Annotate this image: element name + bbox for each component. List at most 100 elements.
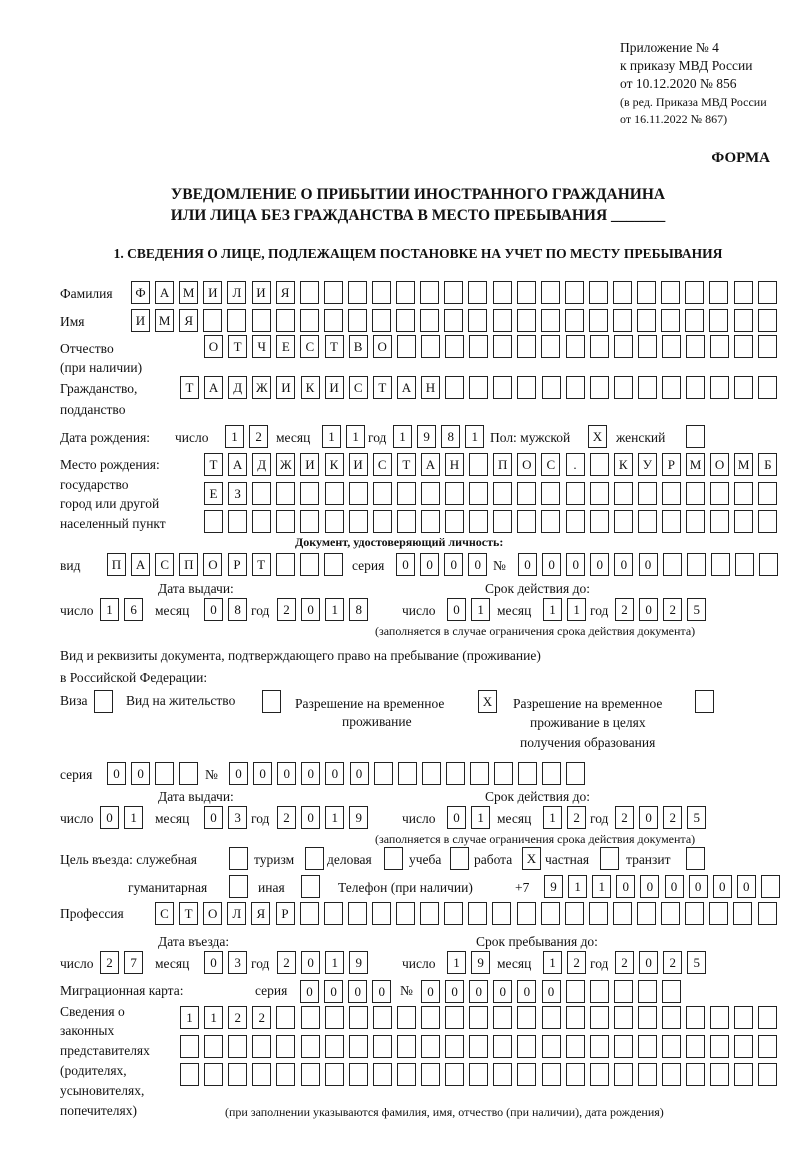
char-cell-profession[interactable] [347, 902, 367, 925]
char-cell-birthplace-1[interactable] [469, 453, 489, 476]
char-cell-birth-day[interactable]: 1 [225, 425, 244, 448]
char-cell-citizenship[interactable] [710, 376, 730, 399]
char-cell-reps-2[interactable] [228, 1035, 248, 1058]
char-cell-id-number[interactable]: 0 [590, 553, 610, 576]
char-cell-citizenship[interactable] [469, 376, 489, 399]
char-cell-right-number[interactable]: 0 [349, 762, 369, 785]
char-cell-birthplace-1[interactable]: И [300, 453, 320, 476]
char-cell-mc-number[interactable]: 0 [421, 980, 440, 1003]
char-cell-birthplace-2[interactable] [348, 482, 368, 505]
char-cell-id-kind[interactable]: С [155, 553, 175, 576]
char-cell-reps-2[interactable] [180, 1035, 199, 1058]
char-cell-birthplace-2[interactable]: Е [204, 482, 223, 505]
char-cell-reps-2[interactable] [348, 1035, 368, 1058]
char-cell-id-issue-month[interactable]: 8 [228, 598, 248, 621]
char-cell-profession[interactable] [516, 902, 536, 925]
char-cell-patronymic[interactable]: С [300, 335, 320, 358]
checkbox-sex-male[interactable]: X [588, 425, 607, 448]
char-cell-right-number[interactable]: 0 [253, 762, 273, 785]
char-cell-mc-number[interactable]: 0 [541, 980, 561, 1003]
char-cell-right-number[interactable] [421, 762, 441, 785]
char-cell-birthplace-2[interactable] [372, 482, 392, 505]
char-cell-id-issue-year[interactable]: 8 [349, 598, 369, 621]
char-cell-birthplace-1[interactable]: А [228, 453, 248, 476]
char-cell-name[interactable] [540, 309, 560, 332]
char-cell-citizenship[interactable] [686, 376, 706, 399]
char-cell-reps-2[interactable] [276, 1035, 296, 1058]
char-cell-surname[interactable] [637, 281, 657, 304]
char-cell-birthplace-1[interactable]: Р [661, 453, 681, 476]
char-cell-surname[interactable]: М [179, 281, 199, 304]
char-cell-surname[interactable]: А [155, 281, 175, 304]
char-cell-right-number[interactable] [566, 762, 586, 785]
char-cell-phone[interactable] [760, 875, 780, 898]
char-cell-patronymic[interactable] [710, 335, 730, 358]
checkbox-purpose-business[interactable] [384, 847, 403, 870]
char-cell-profession[interactable] [323, 902, 343, 925]
char-cell-surname[interactable] [709, 281, 729, 304]
char-cell-reps-1[interactable]: 1 [204, 1006, 224, 1029]
char-cell-id-issue-day[interactable]: 6 [124, 598, 144, 621]
char-cell-reps-1[interactable] [493, 1006, 513, 1029]
char-cell-mc-series[interactable]: 0 [324, 980, 344, 1003]
char-cell-reps-3[interactable] [758, 1063, 778, 1086]
char-cell-surname[interactable]: И [203, 281, 223, 304]
checkbox-purpose-service[interactable] [229, 847, 248, 870]
char-cell-birthplace-2[interactable] [565, 482, 585, 505]
char-cell-id-number[interactable]: 0 [518, 553, 537, 576]
char-cell-name[interactable] [685, 309, 705, 332]
char-cell-birthplace-3[interactable] [420, 510, 440, 533]
char-cell-reps-2[interactable] [589, 1035, 609, 1058]
char-cell-mc-number[interactable]: 0 [517, 980, 537, 1003]
char-cell-birthplace-3[interactable] [300, 510, 320, 533]
char-cell-profession[interactable]: О [203, 902, 223, 925]
char-cell-profession[interactable] [661, 902, 681, 925]
char-cell-surname[interactable] [540, 281, 560, 304]
char-cell-birthplace-3[interactable] [734, 510, 754, 533]
char-cell-id-kind[interactable]: Р [227, 553, 247, 576]
char-cell-stay-month[interactable]: 1 [543, 951, 562, 974]
char-cell-reps-1[interactable] [276, 1006, 296, 1029]
char-cell-right-issue-month[interactable]: 0 [204, 806, 223, 829]
char-cell-name[interactable] [757, 309, 777, 332]
char-cell-reps-1[interactable] [734, 1006, 754, 1029]
char-cell-id-kind[interactable]: П [107, 553, 126, 576]
char-cell-patronymic[interactable] [589, 335, 609, 358]
char-cell-phone[interactable]: 0 [640, 875, 660, 898]
char-cell-name[interactable] [227, 309, 247, 332]
char-cell-profession[interactable] [492, 902, 512, 925]
char-cell-surname[interactable] [396, 281, 416, 304]
char-cell-reps-3[interactable] [252, 1063, 272, 1086]
char-cell-citizenship[interactable]: Д [228, 376, 248, 399]
char-cell-reps-2[interactable] [204, 1035, 224, 1058]
char-cell-patronymic[interactable]: Т [324, 335, 344, 358]
char-cell-reps-1[interactable] [662, 1006, 681, 1029]
char-cell-birthplace-1[interactable]: С [372, 453, 392, 476]
char-cell-birth-day[interactable]: 2 [249, 425, 269, 448]
char-cell-citizenship[interactable] [565, 376, 585, 399]
char-cell-birthplace-2[interactable] [686, 482, 705, 505]
char-cell-right-number[interactable] [494, 762, 514, 785]
char-cell-reps-1[interactable] [300, 1006, 320, 1029]
char-cell-name[interactable] [299, 309, 319, 332]
char-cell-reps-1[interactable] [589, 1006, 609, 1029]
char-cell-birthplace-2[interactable] [758, 482, 778, 505]
char-cell-birthplace-3[interactable] [445, 510, 464, 533]
char-cell-phone[interactable]: 0 [616, 875, 636, 898]
char-cell-name[interactable]: М [155, 309, 175, 332]
char-cell-right-number[interactable]: 0 [277, 762, 297, 785]
char-cell-id-number[interactable] [662, 553, 682, 576]
char-cell-reps-1[interactable] [710, 1006, 730, 1029]
char-cell-name[interactable] [733, 309, 753, 332]
char-cell-citizenship[interactable] [613, 376, 633, 399]
char-cell-profession[interactable] [757, 902, 777, 925]
char-cell-name[interactable] [323, 309, 343, 332]
char-cell-reps-1[interactable] [469, 1006, 489, 1029]
char-cell-reps-1[interactable] [541, 1006, 561, 1029]
char-cell-right-series[interactable]: 0 [131, 762, 151, 785]
char-cell-reps-3[interactable] [421, 1063, 440, 1086]
char-cell-right-series[interactable] [179, 762, 199, 785]
char-cell-profession[interactable] [540, 902, 560, 925]
char-cell-citizenship[interactable] [445, 376, 465, 399]
char-cell-reps-3[interactable] [710, 1063, 730, 1086]
